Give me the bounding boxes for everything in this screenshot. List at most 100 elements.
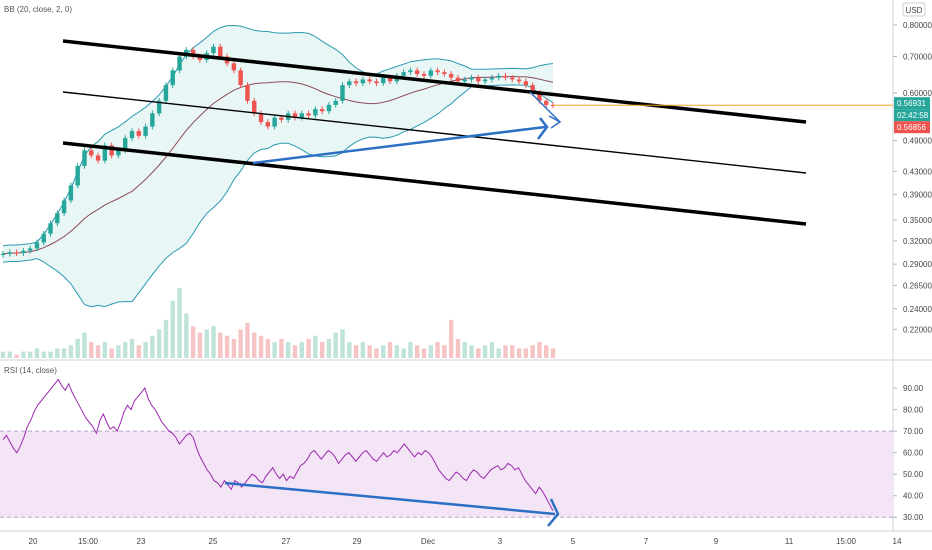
candle-body — [190, 49, 196, 57]
volume-bar — [523, 348, 529, 358]
volume-bar — [544, 345, 549, 358]
candle-body — [428, 70, 433, 76]
volume-bar — [0, 351, 6, 358]
time-axis-label: 20 — [29, 537, 38, 546]
rsi-axis-label: 30.00 — [903, 513, 924, 522]
candle-body — [170, 70, 175, 86]
volume-bar — [34, 348, 40, 358]
volume-bar — [41, 351, 46, 358]
price-axis-label: 0.49000 — [903, 137, 932, 146]
volume-bar — [360, 342, 366, 358]
volume-bar — [435, 342, 440, 358]
candle-body — [306, 113, 311, 116]
volume-bar — [469, 345, 474, 358]
pullback-arrow-head — [548, 115, 562, 129]
price-axis-label: 0.70000 — [903, 53, 932, 62]
volume-bar — [306, 338, 311, 358]
candle-body — [55, 213, 60, 224]
volume-bar — [516, 348, 522, 358]
pullback-line — [529, 91, 561, 123]
prev-price-label-bg — [894, 121, 930, 134]
axes: 0.80000 0.70000 0.60000 0.49000 0.43000 0.390… — [29, 21, 932, 546]
candle-body — [414, 70, 420, 74]
volume-bar — [123, 342, 128, 358]
candle-body — [231, 63, 237, 71]
candle-body — [245, 85, 250, 101]
volume-bars — [0, 288, 556, 358]
candle-body — [258, 113, 264, 123]
volume-bar — [299, 342, 304, 358]
candle-body — [163, 85, 169, 101]
volume-bar — [482, 345, 488, 358]
price-axis-label: 0.60000 — [903, 89, 932, 98]
volume-bar — [170, 300, 175, 358]
time-axis-label: 11 — [785, 537, 794, 546]
candle-body — [143, 126, 148, 136]
candle-body — [265, 122, 271, 127]
candle-body — [123, 138, 128, 151]
volume-bar — [530, 345, 535, 358]
volume-bar — [82, 332, 87, 358]
volume-bar — [292, 345, 298, 358]
volume-bar — [401, 348, 406, 358]
rsi-axis-label: 90.00 — [903, 384, 924, 393]
candle-body — [435, 70, 440, 73]
candles — [0, 43, 556, 258]
candle-body — [95, 155, 101, 161]
candle-body — [496, 75, 501, 78]
currency-badge[interactable]: USD — [902, 2, 926, 17]
volume-bar — [279, 338, 284, 358]
volume-bar — [27, 351, 33, 358]
time-axis-label: 15:00 — [78, 537, 99, 546]
candle-body — [218, 46, 223, 57]
volume-bar — [116, 345, 121, 358]
candle-body — [211, 46, 216, 54]
volume-bar — [462, 342, 467, 358]
candle-body — [476, 77, 481, 82]
last-price-label: 0.56931 — [894, 97, 930, 110]
rsi-arrow-line — [224, 481, 556, 516]
volume-bar — [374, 348, 379, 358]
volume-bar — [550, 348, 556, 358]
prev-price-label: 0.56856 — [894, 121, 930, 134]
trendline-drawings[interactable] — [62, 39, 807, 226]
time-axis-label: 15:00 — [836, 537, 857, 546]
rsi-axis-label: 50.00 — [903, 470, 924, 479]
bb-lower-band — [2, 84, 554, 308]
candle-body — [14, 252, 19, 254]
volume-bar — [510, 345, 515, 358]
price-arrow-line — [252, 125, 546, 165]
volume-bar — [313, 335, 318, 358]
candle-body — [299, 113, 304, 118]
bb-indicator-label[interactable]: BB (20, close, 2, 0) — [4, 5, 72, 14]
candle-body — [279, 117, 284, 120]
time-axis-label: 5 — [571, 537, 576, 546]
rsi-indicator-label[interactable]: RSI (14, close) — [4, 366, 57, 375]
candle-body — [503, 75, 508, 78]
rsi-layer: 90.00 80.00 70.00 60.00 50.00 40.00 30.00 — [0, 378, 924, 527]
candle-body — [116, 150, 121, 156]
volume-bar — [258, 335, 264, 358]
volume-bar — [252, 332, 257, 358]
volume-bar — [211, 326, 216, 358]
volume-bar — [455, 338, 461, 358]
volume-bar — [48, 351, 53, 358]
candle-body — [469, 77, 474, 80]
bb-fill — [3, 25, 553, 307]
candle-body — [516, 79, 522, 82]
candle-body — [48, 223, 53, 234]
candle-body — [353, 81, 359, 84]
time-axis-label: 9 — [714, 537, 719, 546]
candle-body — [136, 131, 142, 136]
candle-body — [82, 150, 87, 166]
price-axis-label: 0.22000 — [903, 325, 932, 334]
candle-body — [482, 79, 488, 82]
candle-body — [0, 253, 6, 256]
volume-bar — [68, 345, 74, 358]
candle-body — [421, 73, 427, 76]
volume-bar — [319, 342, 325, 358]
volume-bar — [102, 342, 108, 358]
candle-body — [319, 109, 325, 112]
time-axis-label: Dec — [421, 537, 435, 546]
